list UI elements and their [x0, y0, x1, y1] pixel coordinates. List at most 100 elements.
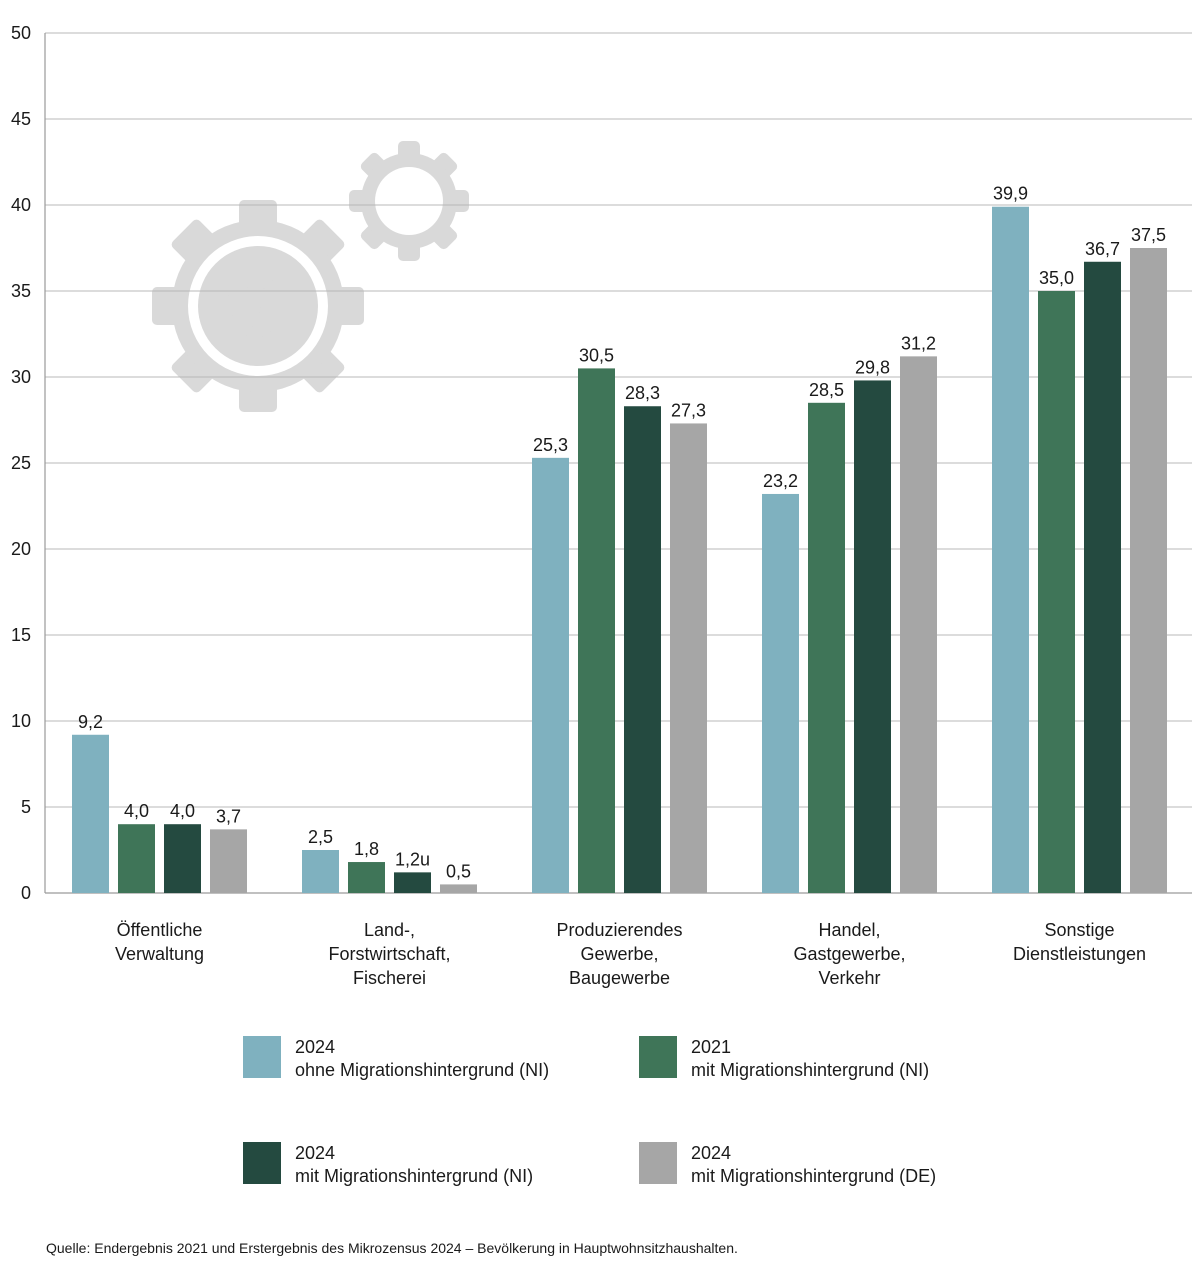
bar	[808, 402, 845, 893]
bar	[670, 423, 707, 893]
legend-item-2021-mit-ni: 2021 mit Migrationshintergrund (NI)	[639, 1036, 929, 1082]
legend-desc: mit Migrationshintergrund (NI)	[691, 1060, 930, 1080]
y-tick-label: 15	[11, 625, 31, 645]
legend-year: 2024	[295, 1037, 336, 1057]
y-tick-label: 35	[11, 281, 31, 301]
gear-ring-gap	[375, 167, 443, 235]
gear-tooth	[171, 219, 218, 266]
legend-desc: ohne Migrationshintergrund (NI)	[295, 1060, 550, 1080]
legend-label: 2024 ohne Migrationshintergrund (NI)	[295, 1036, 549, 1082]
legend-swatch	[243, 1142, 281, 1184]
bar-value-label: 36,7	[1085, 239, 1120, 259]
category-label: Öffentliche	[117, 920, 203, 940]
bar-value-label: 30,5	[579, 345, 614, 365]
bar-value-label: 4,0	[170, 801, 195, 821]
category-label: Dienstleistungen	[1013, 944, 1146, 964]
bar	[1084, 261, 1121, 893]
bar	[72, 734, 109, 893]
bar	[992, 206, 1029, 894]
bar-value-label: 28,3	[625, 383, 660, 403]
bar-value-label: 1,8	[354, 839, 379, 859]
bar	[394, 872, 431, 893]
gear-tooth	[298, 346, 345, 393]
bar	[164, 824, 201, 893]
category-label: Produzierendes	[556, 920, 682, 940]
bar-chart: € 0 5 10 15 20 25 30 35 40 45 50 9,2 4,0 4,0 3,7 2,5 1,…	[11, 23, 1192, 988]
category-label: Handel,	[818, 920, 880, 940]
bar	[854, 380, 891, 893]
y-tick-label: 25	[11, 453, 31, 473]
bar	[348, 862, 385, 893]
category-label: Forstwirtschaft,	[328, 944, 450, 964]
legend-swatch	[243, 1036, 281, 1078]
bar-value-label: 0,5	[446, 861, 471, 881]
bar-value-label: 23,2	[763, 471, 798, 491]
gear-hub	[198, 246, 318, 366]
legend-year: 2024	[295, 1143, 336, 1163]
value-labels: 9,2 4,0 4,0 3,7 2,5 1,8 1,2u 0,5 25,3 30,5 28,3 27,…	[78, 184, 1166, 882]
legend-desc: mit Migrationshintergrund (DE)	[691, 1166, 937, 1186]
bar-value-label: 31,2	[901, 333, 936, 353]
bar	[1038, 291, 1075, 893]
large-gear-icon	[152, 200, 364, 412]
euro-gear-icon: €	[152, 141, 469, 412]
bar-series	[72, 206, 1167, 894]
category-label: Verkehr	[818, 968, 880, 988]
bar	[210, 829, 247, 893]
category-label: Fischerei	[353, 968, 426, 988]
bar-value-label: 27,3	[671, 400, 706, 420]
y-tick-label: 30	[11, 367, 31, 387]
bar-value-label: 3,7	[216, 806, 241, 826]
bar-value-label: 37,5	[1131, 225, 1166, 245]
y-axis-ticks: 0 5 10 15 20 25 30 35 40 45 50	[11, 23, 31, 903]
category-labels: Öffentliche Verwaltung Land-, Forstwirtscha…	[115, 920, 1146, 988]
y-tick-label: 5	[21, 797, 31, 817]
bar-value-label: 35,0	[1039, 268, 1074, 288]
bar	[532, 457, 569, 893]
small-gear-icon	[349, 141, 469, 261]
legend-label: 2024 mit Migrationshintergrund (DE)	[691, 1142, 936, 1188]
legend-swatch	[639, 1036, 677, 1078]
category-label: Verwaltung	[115, 944, 204, 964]
y-tick-label: 40	[11, 195, 31, 215]
category-label: Land-,	[364, 920, 415, 940]
legend-item-2024-mit-ni: 2024 mit Migrationshintergrund (NI)	[243, 1142, 533, 1188]
source-note: Quelle: Endergebnis 2021 und Erstergebni…	[46, 1240, 738, 1256]
legend-year: 2024	[691, 1143, 732, 1163]
bar-value-label: 29,8	[855, 357, 890, 377]
legend-label: 2024 mit Migrationshintergrund (NI)	[295, 1142, 533, 1188]
legend-year: 2021	[691, 1037, 732, 1057]
legend-label: 2021 mit Migrationshintergrund (NI)	[691, 1036, 929, 1082]
euro-icon: €	[226, 254, 277, 356]
bar	[578, 368, 615, 893]
bar-value-label: 25,3	[533, 435, 568, 455]
category-label: Baugewerbe	[569, 968, 670, 988]
bar-value-label: 2,5	[308, 827, 333, 847]
y-tick-label: 0	[21, 883, 31, 903]
category-label: Gastgewerbe,	[793, 944, 905, 964]
gear-tooth	[171, 346, 218, 393]
y-tick-label: 50	[11, 23, 31, 43]
bar-value-label: 39,9	[993, 184, 1028, 204]
gear-tooth	[298, 219, 345, 266]
legend-item-2024-mit-de: 2024 mit Migrationshintergrund (DE)	[639, 1142, 936, 1188]
y-tick-label: 45	[11, 109, 31, 129]
bar	[440, 884, 477, 893]
bar-value-label: 28,5	[809, 380, 844, 400]
legend-desc: mit Migrationshintergrund (NI)	[295, 1166, 534, 1186]
y-tick-label: 20	[11, 539, 31, 559]
category-label: Sonstige	[1044, 920, 1114, 940]
legend-swatch	[639, 1142, 677, 1184]
category-label: Gewerbe,	[580, 944, 658, 964]
bar	[762, 493, 799, 893]
legend-item-2024-ohne-ni: 2024 ohne Migrationshintergrund (NI)	[243, 1036, 549, 1082]
bar	[302, 850, 339, 893]
y-tick-label: 10	[11, 711, 31, 731]
bar	[624, 406, 661, 893]
bar	[900, 356, 937, 893]
bar-value-label: 1,2u	[395, 849, 430, 869]
bar-value-label: 9,2	[78, 712, 103, 732]
bar	[118, 824, 155, 893]
bar	[1130, 248, 1167, 893]
